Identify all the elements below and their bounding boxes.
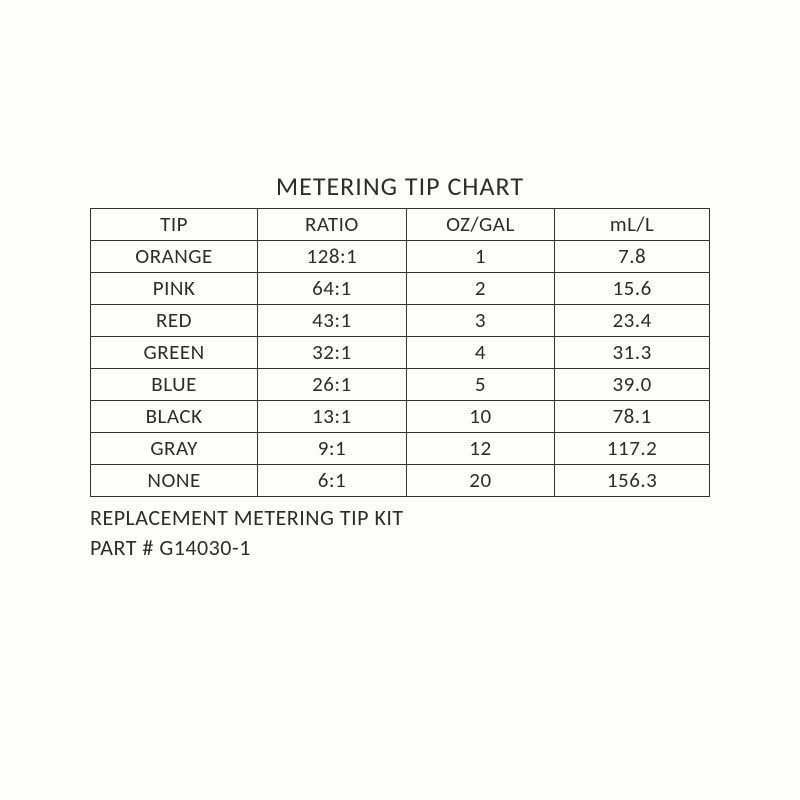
cell-tip: BLACK [91, 401, 258, 433]
cell-ozgal: 2 [406, 273, 555, 305]
table-row: NONE 6:1 20 156.3 [91, 465, 710, 497]
cell-tip: BLUE [91, 369, 258, 401]
cell-ratio: 6:1 [258, 465, 407, 497]
cell-mll: 117.2 [555, 433, 710, 465]
cell-ozgal: 5 [406, 369, 555, 401]
cell-mll: 156.3 [555, 465, 710, 497]
cell-ozgal: 4 [406, 337, 555, 369]
cell-tip: RED [91, 305, 258, 337]
cell-ozgal: 12 [406, 433, 555, 465]
cell-ozgal: 1 [406, 241, 555, 273]
cell-mll: 7.8 [555, 241, 710, 273]
cell-ratio: 64:1 [258, 273, 407, 305]
footer-line-1: REPLACEMENT METERING TIP KIT [90, 503, 710, 533]
cell-ratio: 43:1 [258, 305, 407, 337]
cell-mll: 31.3 [555, 337, 710, 369]
cell-ratio: 26:1 [258, 369, 407, 401]
table-row: GRAY 9:1 12 117.2 [91, 433, 710, 465]
col-header-ozgal: OZ/GAL [406, 209, 555, 241]
col-header-tip: TIP [91, 209, 258, 241]
col-header-ratio: RATIO [258, 209, 407, 241]
cell-tip: PINK [91, 273, 258, 305]
col-header-mll: mL/L [555, 209, 710, 241]
cell-ratio: 32:1 [258, 337, 407, 369]
cell-mll: 78.1 [555, 401, 710, 433]
table-row: GREEN 32:1 4 31.3 [91, 337, 710, 369]
table-header-row: TIP RATIO OZ/GAL mL/L [91, 209, 710, 241]
chart-title: METERING TIP CHART [90, 170, 710, 202]
cell-ozgal: 20 [406, 465, 555, 497]
cell-ratio: 9:1 [258, 433, 407, 465]
cell-tip: ORANGE [91, 241, 258, 273]
cell-ozgal: 3 [406, 305, 555, 337]
footer-line-2: PART # G14030-1 [90, 533, 710, 563]
chart-container: METERING TIP CHART TIP RATIO OZ/GAL mL/L… [90, 170, 710, 562]
cell-ratio: 128:1 [258, 241, 407, 273]
cell-tip: GREEN [91, 337, 258, 369]
table-row: ORANGE 128:1 1 7.8 [91, 241, 710, 273]
footer-block: REPLACEMENT METERING TIP KIT PART # G140… [90, 503, 710, 562]
cell-tip: GRAY [91, 433, 258, 465]
cell-mll: 15.6 [555, 273, 710, 305]
cell-mll: 39.0 [555, 369, 710, 401]
cell-ratio: 13:1 [258, 401, 407, 433]
table-row: PINK 64:1 2 15.6 [91, 273, 710, 305]
cell-ozgal: 10 [406, 401, 555, 433]
metering-tip-table: TIP RATIO OZ/GAL mL/L ORANGE 128:1 1 7.8… [90, 208, 710, 497]
table-row: RED 43:1 3 23.4 [91, 305, 710, 337]
cell-mll: 23.4 [555, 305, 710, 337]
table-row: BLACK 13:1 10 78.1 [91, 401, 710, 433]
cell-tip: NONE [91, 465, 258, 497]
table-row: BLUE 26:1 5 39.0 [91, 369, 710, 401]
